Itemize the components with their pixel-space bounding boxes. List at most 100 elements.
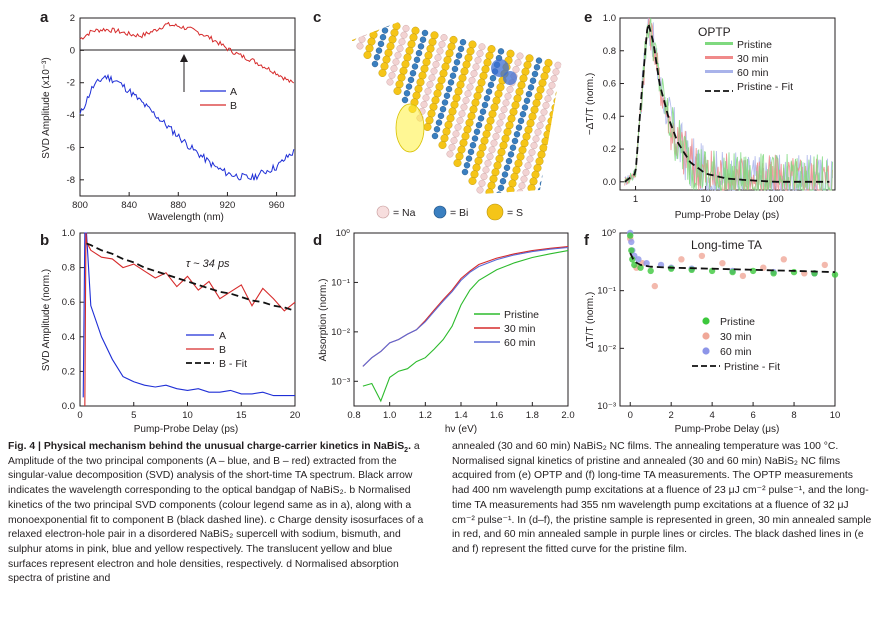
bi-atom [561, 106, 562, 114]
s-atom [416, 78, 425, 87]
legend-label: A [219, 330, 226, 342]
plot-frame-e [619, 17, 836, 191]
na-atom [556, 191, 562, 196]
bi-atom [529, 77, 537, 84]
na-atom [553, 205, 560, 212]
na-atom [426, 80, 434, 88]
s-atom [460, 67, 469, 76]
y-ticks-f: 10⁰ 10⁻¹ 10⁻² 10⁻³ [597, 228, 624, 412]
s-atom [562, 207, 570, 215]
s-atom [378, 68, 387, 77]
s-atom [493, 161, 502, 170]
na-atom [551, 212, 558, 219]
na-atom [482, 166, 490, 174]
chart-title-e: OPTP [698, 25, 731, 39]
na-atom [488, 146, 496, 154]
x-tick-label: 0 [77, 410, 82, 421]
s-atom [449, 35, 458, 44]
y-tick-label: 10⁻² [331, 327, 350, 338]
bi-atom [403, 90, 411, 97]
legend-label: Pristine - Fit [737, 81, 793, 93]
na-atom [544, 95, 552, 103]
electron-density-surface [395, 103, 425, 153]
legend-label: 60 min [737, 67, 769, 79]
s-atom [426, 44, 435, 53]
na-atom [422, 94, 430, 102]
crystal-structure-image [352, 11, 574, 219]
s-atom [548, 181, 557, 190]
y-tick-label: 0.8 [62, 263, 75, 274]
s-atom [455, 152, 464, 161]
y-tick-label: -8 [67, 175, 75, 186]
data-point [628, 247, 635, 254]
bi-atom [439, 105, 447, 113]
legend-swatch [705, 70, 733, 73]
panel-a: a 2 0 -2 -4 -6 -8 800 840 880 920 960 Wavelength … [40, 9, 296, 223]
s-atom [505, 121, 514, 130]
s-atom [527, 184, 536, 193]
s-atom [539, 143, 548, 152]
data-point [651, 282, 658, 290]
na-atom [388, 71, 396, 79]
legend-swatch [433, 205, 447, 219]
s-atom [529, 177, 538, 186]
na-atom [516, 52, 524, 60]
y-ticks-a: 2 0 -2 -4 -6 -8 [67, 13, 84, 186]
legend-swatch [702, 347, 710, 355]
bi-atom [543, 167, 551, 174]
y-tick-label: 10⁻³ [331, 376, 350, 387]
s-atom [369, 30, 378, 39]
bi-atom [566, 94, 572, 100]
na-atom [514, 195, 522, 196]
bi-atom [555, 126, 562, 134]
bi-atom [517, 117, 525, 125]
na-atom [565, 165, 572, 172]
s-atom [469, 105, 478, 114]
s-atom [513, 94, 522, 103]
bi-atom [443, 92, 451, 100]
bi-atom [469, 141, 477, 149]
s-atom [556, 155, 562, 164]
s-atom [495, 154, 504, 163]
s-atom [546, 188, 555, 196]
s-atom [461, 132, 470, 141]
na-atom [532, 135, 540, 143]
s-atom [564, 200, 572, 208]
bi-atom [499, 177, 507, 185]
s-atom [517, 81, 526, 90]
s-atom [542, 65, 551, 74]
na-atom [526, 155, 534, 163]
s-atom [468, 176, 477, 185]
bi-atom [531, 70, 539, 78]
bi-atom [489, 74, 497, 82]
x-ticks-b: 0 5 10 15 20 [77, 402, 300, 421]
series-line-e-fit [624, 23, 830, 183]
na-atom [364, 15, 372, 23]
s-atom [521, 67, 530, 76]
s-atom [452, 94, 461, 103]
panel-c: c = Na = Bi = S [313, 9, 574, 221]
s-atom [420, 64, 429, 73]
y-tick-label: -2 [67, 78, 75, 89]
s-atom [545, 123, 554, 132]
bi-atom [417, 43, 425, 50]
na-atom [520, 175, 528, 183]
y-tick-label: 1.0 [603, 13, 616, 24]
s-atom [530, 105, 539, 114]
x-tick-label: 4 [709, 410, 714, 421]
series-line-b-A [82, 232, 295, 398]
na-atom [486, 152, 494, 160]
s-atom [481, 65, 490, 74]
s-atom [566, 194, 574, 202]
y-tick-label: 1.0 [62, 228, 75, 239]
s-atom [422, 58, 431, 67]
bi-atom [564, 100, 570, 106]
series-line-d-pristine [362, 250, 569, 403]
bi-atom [381, 27, 389, 34]
na-atom [446, 150, 454, 158]
bi-atom [352, 11, 353, 18]
s-atom [393, 86, 402, 95]
y-axis-label-e: −ΔT/T (norm.) [585, 73, 596, 135]
series-line-d-30min [362, 246, 569, 367]
y-ticks-e: 1.0 0.8 0.6 0.4 0.2 0.0 [603, 13, 624, 188]
